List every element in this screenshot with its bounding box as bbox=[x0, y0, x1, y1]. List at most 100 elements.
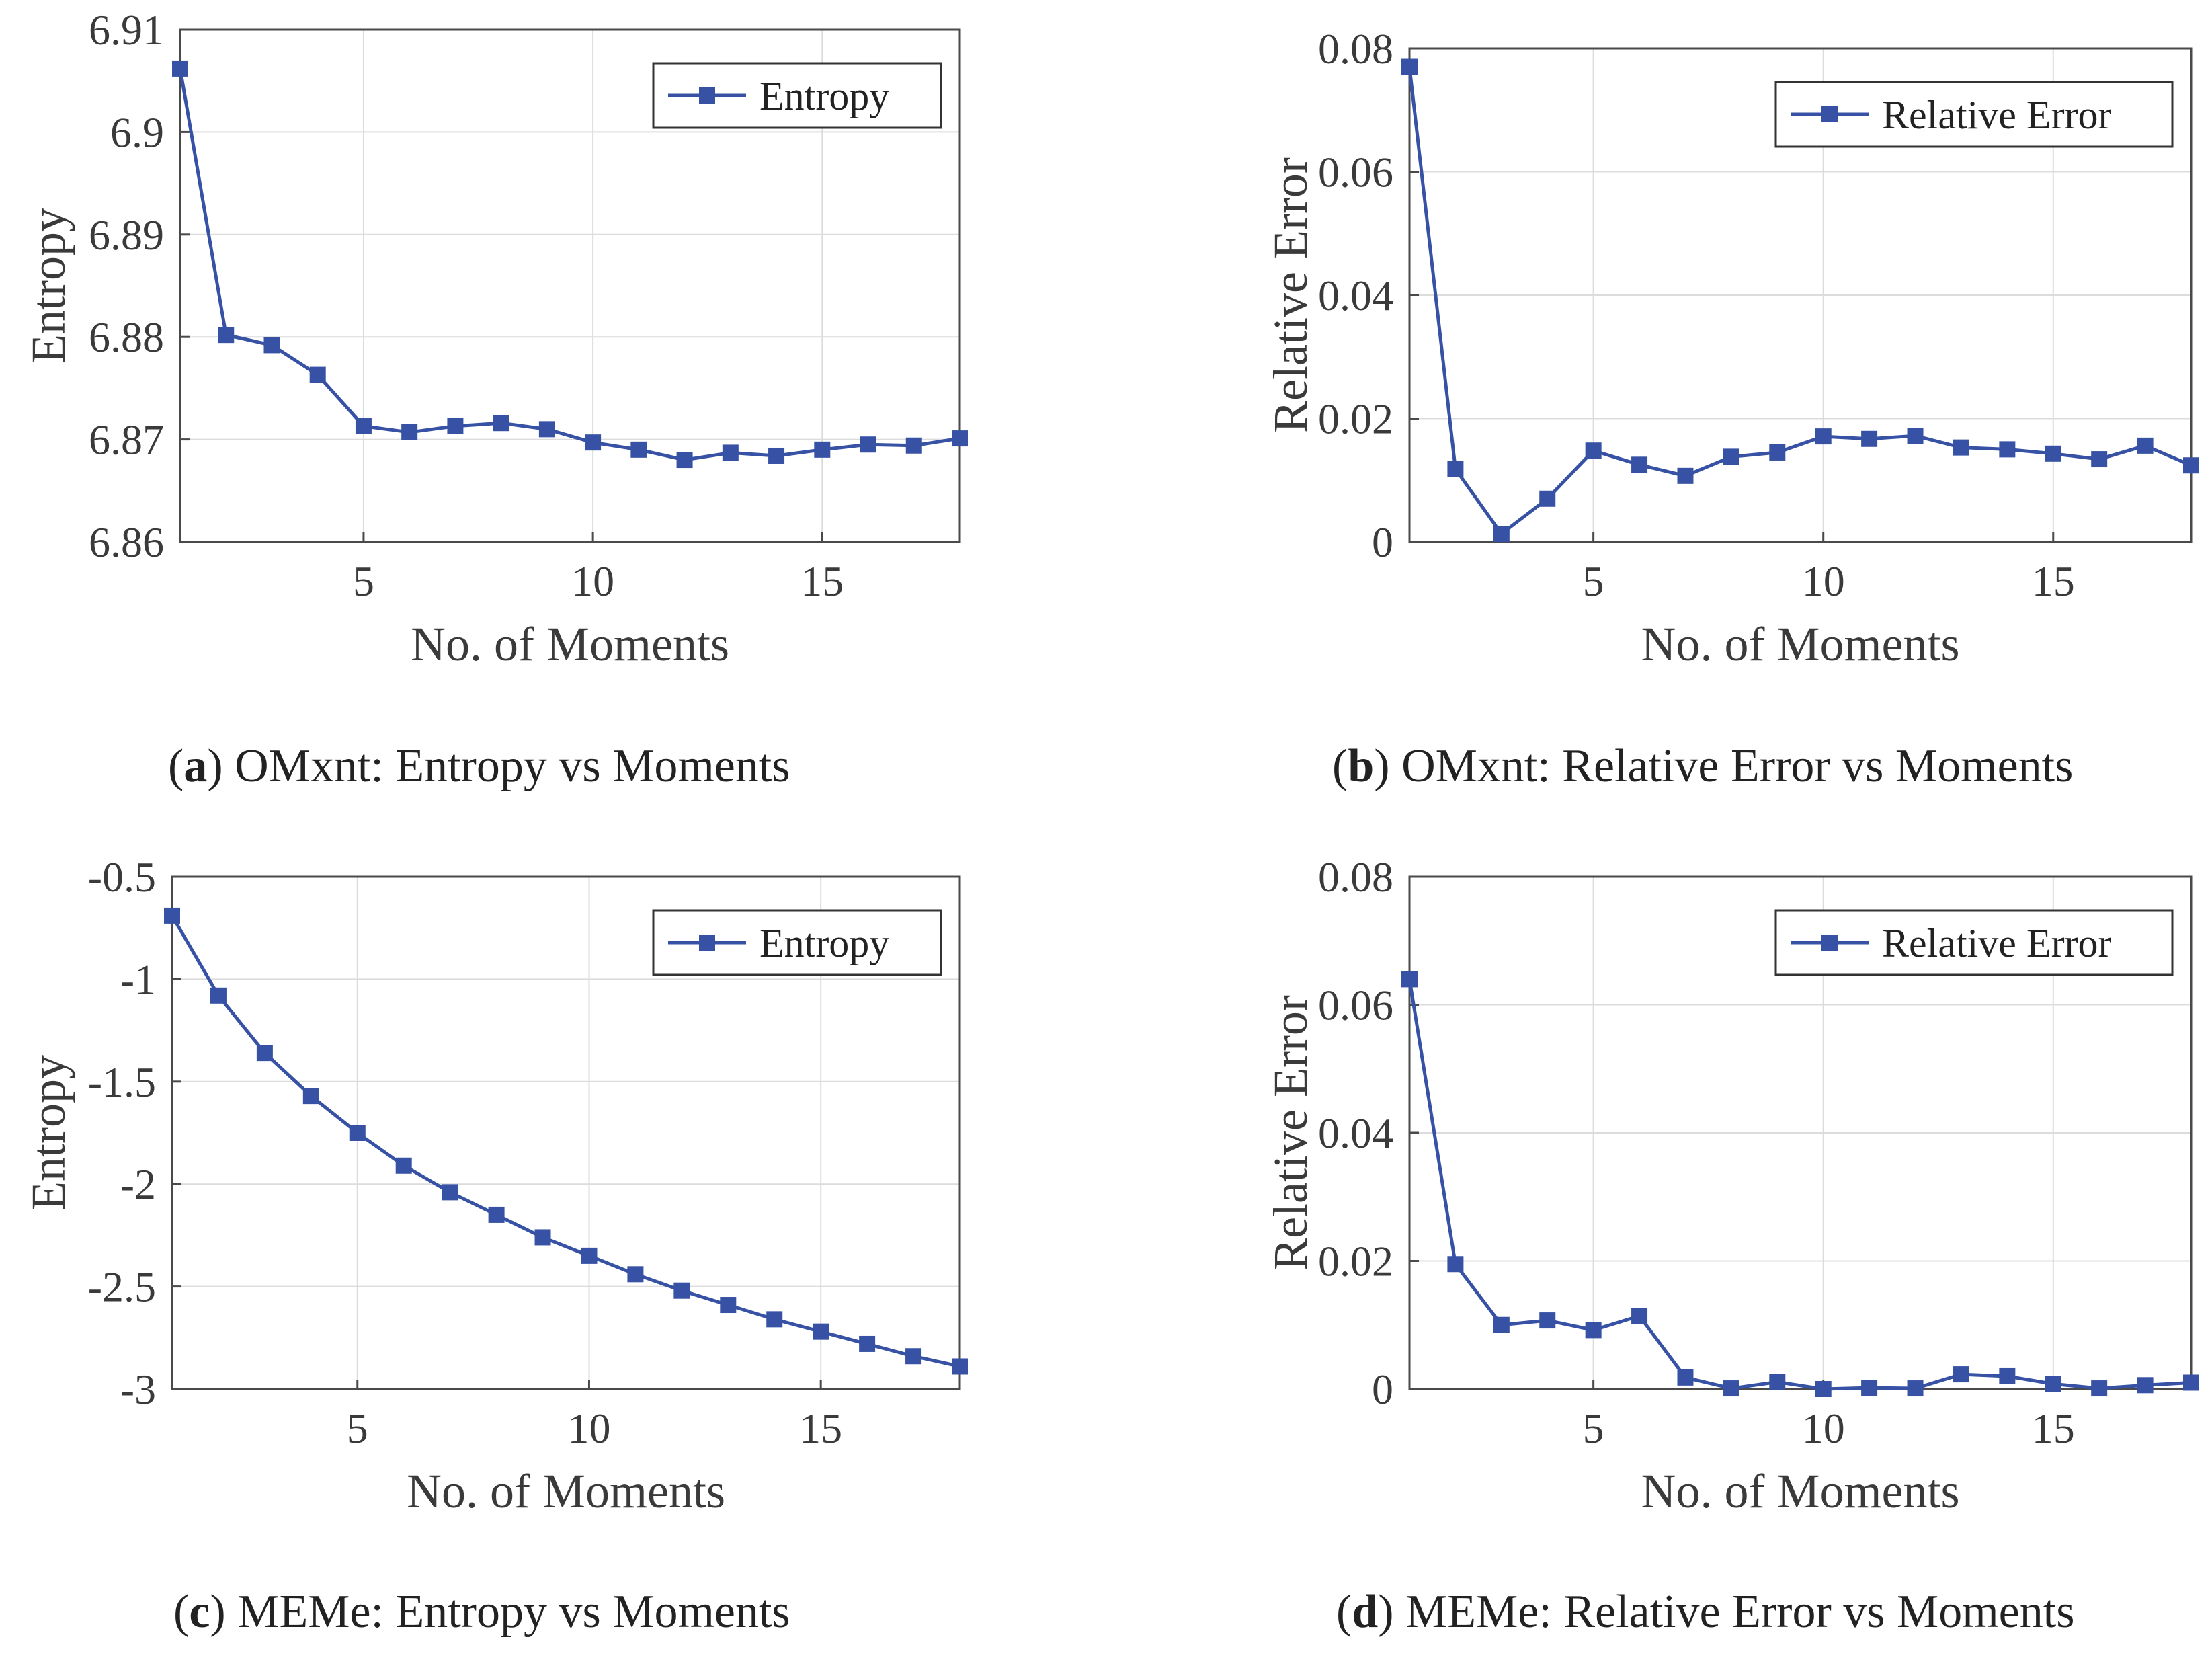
y-tick-label: -1 bbox=[120, 955, 156, 1003]
y-axis-title: Entropy bbox=[22, 208, 75, 364]
panel-d: 5 10 15 0 0.02 0.04 0.06 0.08 No. of Moments Rela… bbox=[1264, 853, 2199, 1638]
y-tick-label: 0.04 bbox=[1318, 1109, 1393, 1157]
y-tick-label: 0.02 bbox=[1318, 395, 1393, 443]
data-point bbox=[1493, 526, 1510, 543]
x-tick-label: 15 bbox=[801, 557, 844, 605]
panel-caption: (b) OMxnt: Relative Error vs Moments bbox=[1332, 740, 2073, 792]
caption-paren: ) bbox=[210, 1586, 237, 1638]
y-tick-label: 6.91 bbox=[89, 6, 164, 54]
caption-paren: ) bbox=[1374, 740, 1401, 792]
data-point bbox=[952, 430, 968, 447]
y-tick-label: 0 bbox=[1372, 518, 1393, 566]
caption-paren: ( bbox=[1332, 740, 1348, 792]
data-point bbox=[2091, 451, 2108, 468]
data-point bbox=[1769, 444, 1786, 461]
caption-letter: b bbox=[1348, 740, 1374, 792]
legend-label: Entropy bbox=[760, 74, 889, 118]
data-point bbox=[355, 418, 372, 434]
y-tick-label: -0.5 bbox=[88, 853, 156, 901]
x-axis-title: No. of Moments bbox=[1641, 617, 1960, 671]
data-point bbox=[2137, 1377, 2154, 1394]
x-tick-label: 15 bbox=[799, 1404, 842, 1452]
x-axis-title: No. of Moments bbox=[407, 1464, 725, 1518]
data-point bbox=[534, 1229, 551, 1246]
y-axis-title: Entropy bbox=[22, 1055, 75, 1211]
caption-paren: ( bbox=[173, 1586, 189, 1638]
data-point bbox=[1815, 1381, 1832, 1397]
data-point bbox=[1631, 456, 1648, 473]
data-point bbox=[1677, 467, 1694, 484]
y-tick-label: 6.86 bbox=[89, 518, 164, 566]
data-point bbox=[1723, 1380, 1739, 1397]
data-point bbox=[210, 987, 227, 1004]
legend-marker bbox=[699, 87, 715, 104]
data-point bbox=[860, 436, 876, 453]
data-point bbox=[1907, 428, 1924, 444]
data-point bbox=[1631, 1308, 1648, 1324]
caption-letter: d bbox=[1352, 1586, 1378, 1638]
caption-paren: ( bbox=[1336, 1586, 1352, 1638]
data-point bbox=[2091, 1380, 2108, 1397]
data-point bbox=[1769, 1374, 1786, 1390]
x-axis-title: No. of Moments bbox=[411, 617, 729, 671]
x-tick-label: 5 bbox=[353, 557, 374, 605]
caption-letter: c bbox=[189, 1586, 210, 1638]
data-point bbox=[1539, 490, 1556, 507]
y-tick-label: 6.9 bbox=[110, 108, 164, 156]
data-point bbox=[2045, 1376, 2061, 1392]
caption-text: MEMe: Entropy vs Moments bbox=[237, 1586, 790, 1638]
legend-marker bbox=[1821, 106, 1838, 122]
x-axis-title: No. of Moments bbox=[1641, 1464, 1960, 1518]
data-point bbox=[401, 424, 418, 440]
data-point bbox=[581, 1247, 598, 1264]
legend-marker bbox=[1821, 935, 1838, 951]
data-point bbox=[395, 1157, 412, 1174]
data-point bbox=[722, 444, 739, 461]
x-tick-label: 10 bbox=[567, 1404, 610, 1452]
x-tick-label: 10 bbox=[1802, 557, 1845, 605]
data-point bbox=[256, 1045, 273, 1062]
data-point bbox=[2183, 1374, 2199, 1391]
data-point bbox=[905, 1348, 922, 1365]
y-axis-title: Relative Error bbox=[1264, 995, 1317, 1271]
panel-b: 5 10 15 0 0.02 0.04 0.06 0.08 No. of Moments Rela… bbox=[1264, 25, 2199, 792]
caption-letter: a bbox=[183, 740, 207, 792]
data-point bbox=[1585, 1322, 1602, 1339]
data-point bbox=[1493, 1316, 1510, 1333]
data-point bbox=[488, 1206, 505, 1223]
data-point bbox=[1999, 1367, 2016, 1384]
y-tick-label: -2.5 bbox=[88, 1263, 156, 1311]
y-tick-label: 0.06 bbox=[1318, 149, 1393, 196]
data-point bbox=[1861, 1380, 1878, 1396]
panel-caption: (d) MEMe: Relative Error vs Moments bbox=[1336, 1586, 2074, 1638]
data-point bbox=[766, 1311, 783, 1328]
data-point bbox=[1815, 428, 1832, 445]
y-tick-label: 0 bbox=[1372, 1365, 1393, 1413]
data-point bbox=[263, 337, 280, 354]
data-point bbox=[814, 441, 831, 458]
legend-label: Relative Error bbox=[1882, 921, 2112, 965]
data-point bbox=[2045, 445, 2061, 462]
panel-caption: (a) OMxnt: Entropy vs Moments bbox=[168, 740, 790, 792]
y-tick-label: 6.87 bbox=[89, 416, 164, 464]
data-point bbox=[1447, 461, 1464, 477]
x-tick-label: 5 bbox=[1583, 1404, 1604, 1452]
data-point bbox=[673, 1282, 690, 1299]
data-point bbox=[720, 1297, 737, 1314]
y-tick-label: 0.06 bbox=[1318, 982, 1393, 1029]
data-point bbox=[2137, 437, 2154, 454]
data-point bbox=[164, 907, 180, 924]
data-point bbox=[768, 447, 785, 464]
data-point bbox=[172, 60, 188, 77]
x-tick-label: 15 bbox=[2032, 557, 2075, 605]
axes-box bbox=[171, 875, 961, 1390]
y-tick-label: 6.88 bbox=[89, 313, 164, 361]
y-axis-title: Relative Error bbox=[1264, 157, 1317, 433]
caption-paren: ( bbox=[168, 740, 183, 792]
data-point bbox=[538, 421, 555, 438]
data-point bbox=[1999, 441, 2016, 458]
data-point bbox=[1953, 439, 1969, 456]
y-tick-label: -3 bbox=[120, 1365, 156, 1413]
caption-paren: ) bbox=[1378, 1586, 1405, 1638]
caption-text: OMxnt: Entropy vs Moments bbox=[235, 740, 790, 792]
